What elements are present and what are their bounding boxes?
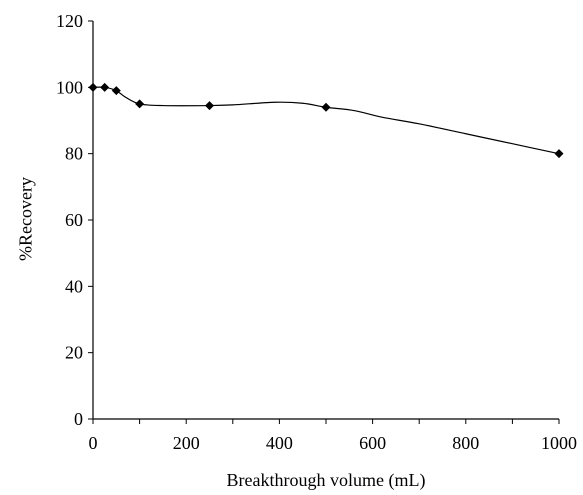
data-point-diamond: [205, 101, 214, 111]
data-point-diamond: [135, 99, 145, 109]
data-point-diamond: [554, 149, 564, 159]
x-axis-ticks: 0 200 400 600 800 1000: [89, 419, 577, 453]
x-tick-label: 0: [89, 433, 98, 453]
x-axis-title: Breakthrough volume (mL): [226, 470, 426, 490]
x-tick-label: 1000: [541, 433, 577, 453]
y-tick-label: 40: [65, 276, 83, 296]
y-tick-label: 20: [65, 343, 83, 363]
y-tick-label: 120: [56, 11, 83, 31]
series-line: [92, 86, 560, 155]
y-axis-ticks: 0 20 40 60 80 100 120: [56, 11, 93, 429]
y-tick-label: 80: [65, 144, 83, 164]
x-tick-label: 200: [173, 433, 200, 453]
x-tick-label: 400: [266, 433, 293, 453]
data-point-diamond: [111, 86, 121, 96]
axes: [92, 21, 559, 420]
y-tick-label: 60: [65, 210, 83, 230]
series-markers: [88, 82, 564, 159]
data-point-diamond: [100, 82, 110, 92]
y-axis-title: %Recovery: [15, 177, 36, 261]
y-tick-label: 100: [56, 77, 83, 97]
data-point-diamond: [321, 102, 331, 112]
x-tick-label: 800: [452, 433, 479, 453]
data-point-diamond: [88, 82, 98, 92]
recovery-line: [92, 86, 560, 155]
y-tick-label: 0: [74, 409, 83, 429]
x-tick-label: 600: [359, 433, 386, 453]
